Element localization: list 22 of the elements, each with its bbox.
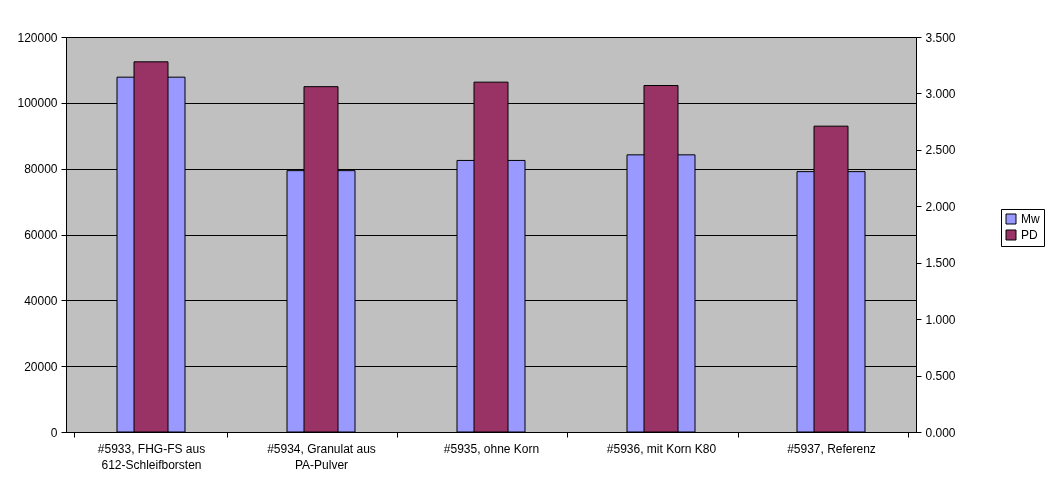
y2-tick-label: 0.000	[925, 425, 956, 440]
y2-tick-label: 0.500	[925, 369, 956, 384]
y2-tick-label: 2.000	[925, 199, 956, 214]
y-tick-label: 80000	[24, 162, 58, 177]
x-tick-label: #5934, Granulat aus PA-Pulver	[267, 441, 376, 472]
y-tick-label: 120000	[17, 30, 58, 45]
y2-tick-label: 1.500	[925, 256, 956, 271]
y2-tick-label: 1.000	[925, 312, 956, 327]
y2-tick-label: 3.000	[925, 86, 956, 101]
y-tick-label: 40000	[24, 293, 58, 308]
legend-label: Mw	[1021, 212, 1040, 226]
y-tick-label: 60000	[24, 228, 58, 242]
x-tick-label: #5937, Referenz	[787, 441, 876, 456]
y2-tick-label: 3.500	[925, 30, 956, 45]
x-tick-label: #5936, mit Korn K80	[606, 441, 717, 456]
y-tick-label: 20000	[24, 359, 58, 374]
y-tick-label: 100000	[17, 96, 58, 111]
legend-label: PD	[1021, 228, 1038, 242]
x-tick-label: #5935, ohne Korn	[443, 441, 540, 456]
x-tick-label: #5933, FHG-FS aus 612-Schleifborsten	[97, 441, 206, 472]
y2-tick-label: 2.500	[925, 143, 956, 158]
y-tick-label: 0	[50, 425, 58, 440]
